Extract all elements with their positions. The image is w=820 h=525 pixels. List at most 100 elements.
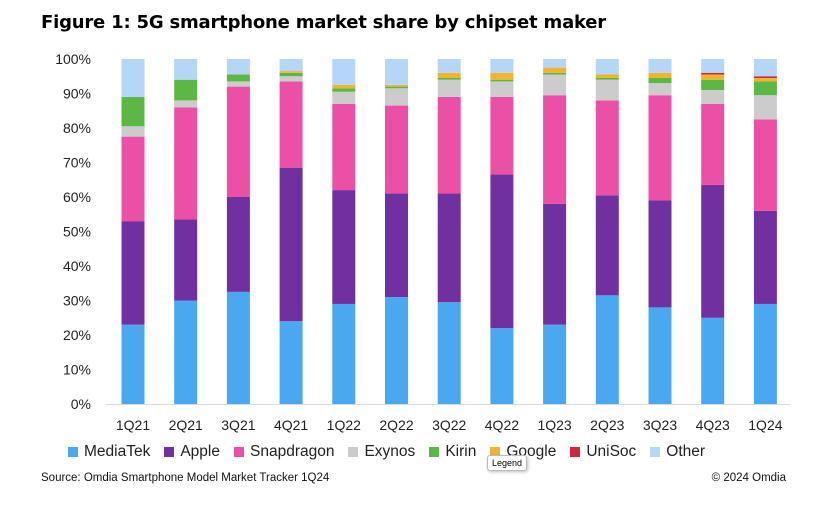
- bar-segment-apple: [385, 193, 408, 298]
- bar-segment-other: [648, 59, 672, 73]
- bar-segment-snapdragon: [648, 95, 672, 201]
- bar-segment-mediatek: [279, 321, 303, 404]
- bar-segment-mediatek: [701, 317, 725, 404]
- x-tick-label: 4Q23: [696, 417, 730, 433]
- bar-segment-apple: [595, 195, 619, 296]
- bar-segment-snapdragon: [543, 95, 567, 204]
- bar-segment-exynos: [174, 100, 198, 108]
- bar-segment-kirin: [121, 96, 145, 127]
- y-tick-label: 20%: [63, 327, 91, 343]
- legend-swatch: [429, 447, 440, 457]
- bar-segment-kirin: [648, 77, 672, 84]
- bar-segment-exynos: [648, 83, 672, 96]
- bar-segment-google: [753, 77, 777, 82]
- legend-label: Kirin: [445, 443, 477, 460]
- figure-title: Figure 1: 5G smartphone market share by …: [41, 12, 606, 33]
- bar-segment-other: [121, 59, 145, 97]
- y-tick-label: 0%: [71, 396, 91, 412]
- bar-segment-snapdragon: [174, 107, 198, 220]
- bar-segment-mediatek: [385, 297, 408, 404]
- legend-item-other: Other: [650, 443, 705, 461]
- bar-segment-mediatek: [437, 302, 461, 404]
- y-tick-label: 70%: [63, 155, 91, 171]
- bar-segment-snapdragon: [490, 96, 514, 175]
- bar-segment-google: [648, 72, 672, 78]
- bar-segment-snapdragon: [385, 105, 408, 194]
- bar-segment-google: [332, 84, 356, 89]
- bar-segment-apple: [226, 197, 250, 292]
- legend-item-unisoc: UniSoc: [570, 443, 636, 461]
- x-tick-label: 2Q21: [169, 417, 203, 433]
- x-tick-label: 1Q24: [748, 417, 782, 433]
- bar-segment-kirin: [226, 74, 250, 82]
- bar-segment-kirin: [279, 72, 303, 77]
- bar-segment-exynos: [385, 88, 408, 106]
- y-tick-label: 80%: [63, 120, 91, 136]
- x-tick-label: 3Q21: [221, 417, 255, 433]
- x-tick-label: 1Q21: [116, 417, 150, 433]
- bar-segment-exynos: [279, 76, 303, 82]
- bar-segment-other: [543, 59, 567, 68]
- bar-segment-exynos: [701, 90, 725, 104]
- bar-segment-google: [385, 84, 408, 87]
- bar-segment-exynos: [121, 126, 145, 137]
- legend-swatch: [234, 447, 244, 457]
- bar-segment-google: [543, 67, 567, 73]
- bar-segment-other: [174, 59, 198, 80]
- bar-segment-kirin: [437, 77, 461, 80]
- bar-segment-apple: [121, 221, 145, 325]
- bar-segment-exynos: [753, 95, 777, 120]
- bar-segment-other: [595, 59, 619, 75]
- bar-segment-exynos: [543, 74, 567, 96]
- copyright-note: © 2024 Omdia: [711, 472, 786, 484]
- bar-segment-snapdragon: [753, 119, 777, 211]
- source-note: Source: Omdia Smartphone Model Market Tr…: [41, 472, 330, 484]
- bar-segment-kirin: [490, 79, 514, 82]
- bar-segment-apple: [437, 193, 461, 303]
- bar-segment-other: [226, 59, 250, 75]
- x-tick-label: 4Q21: [274, 417, 308, 433]
- y-tick-label: 100%: [55, 51, 91, 67]
- legend-item-apple: Apple: [164, 443, 220, 461]
- bar-segment-exynos: [226, 81, 250, 87]
- x-tick-label: 2Q23: [590, 417, 624, 433]
- bar-segment-mediatek: [490, 328, 514, 404]
- bar-segment-snapdragon: [437, 96, 461, 194]
- bar-segment-apple: [332, 190, 356, 304]
- legend-item-mediatek: MediaTek: [68, 443, 150, 461]
- bar-segment-mediatek: [174, 300, 198, 404]
- legend-label: Exynos: [364, 443, 416, 460]
- legend-label: Apple: [180, 443, 220, 460]
- legend-tooltip: Legend: [487, 455, 528, 471]
- bar-segment-kirin: [543, 72, 567, 75]
- bar-segment-exynos: [595, 79, 619, 101]
- bar-segment-apple: [543, 203, 567, 325]
- bar-segment-other: [753, 59, 777, 77]
- bar-segment-snapdragon: [332, 103, 356, 191]
- y-tick-label: 10%: [63, 362, 91, 378]
- x-tick-label: 3Q23: [643, 417, 677, 433]
- legend-item-snapdragon: Snapdragon: [234, 443, 334, 461]
- x-tick-label: 3Q22: [432, 417, 466, 433]
- legend-swatch: [68, 447, 78, 457]
- legend-swatch: [348, 447, 359, 457]
- bar-segment-snapdragon: [226, 86, 250, 197]
- bar-segment-snapdragon: [595, 100, 619, 196]
- bar-segment-google: [279, 71, 303, 73]
- bar-segment-mediatek: [595, 295, 619, 404]
- bar-segment-snapdragon: [701, 103, 725, 185]
- bar-segment-apple: [648, 200, 672, 308]
- legend-item-kirin: Kirin: [429, 443, 476, 461]
- bar-segment-apple: [174, 219, 198, 301]
- x-tick-label: 4Q22: [485, 417, 519, 433]
- x-tick-label: 1Q22: [327, 417, 361, 433]
- y-tick-label: 60%: [63, 189, 91, 205]
- bar-segment-google: [490, 72, 514, 80]
- bar-segment-kirin: [332, 88, 356, 92]
- bar-segment-unisoc: [701, 72, 725, 75]
- bar-segment-kirin: [701, 79, 725, 91]
- bar-segment-google: [701, 74, 725, 80]
- bar-segment-unisoc: [753, 76, 777, 78]
- legend-swatch: [490, 447, 501, 457]
- legend-item-exynos: Exynos: [348, 443, 415, 461]
